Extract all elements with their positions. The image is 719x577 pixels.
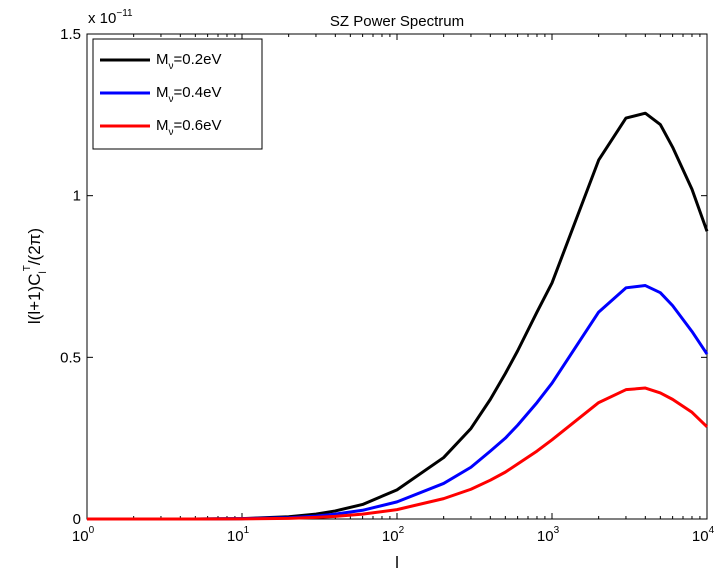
y-tick-label: 1.5	[60, 26, 81, 43]
y-axis-label: l(l+1)ClT/(2π)	[22, 228, 49, 324]
y-tick-label: 0	[73, 511, 81, 528]
x-tick-label: 102	[382, 525, 405, 545]
svg-text:l(l+1)ClT/(2π): l(l+1)ClT/(2π)	[22, 228, 49, 324]
legend-entry-label: Mν=0.6eV	[156, 117, 221, 138]
y-multiplier-label: x 10−11	[88, 8, 133, 27]
legend-entry-label: Mν=0.2eV	[156, 51, 221, 72]
series-lines	[87, 111, 709, 521]
x-tick-label: 101	[227, 525, 250, 545]
y-tick-label: 0.5	[60, 349, 81, 366]
legend: Mν=0.2eV Mν=0.4eV Mν=0.6eV	[92, 38, 263, 150]
x-tick-label: 100	[72, 525, 95, 545]
y-axis-ticks: 0 0.5 1 1.5	[60, 26, 707, 528]
x-axis-label: l	[395, 553, 399, 572]
svg-text:x 10−11: x 10−11	[88, 8, 133, 27]
y-tick-label: 1	[73, 188, 81, 205]
x-tick-label: 103	[537, 525, 560, 545]
series-line	[87, 386, 709, 521]
x-tick-label: 104	[692, 525, 715, 545]
chart-title: SZ Power Spectrum	[330, 13, 464, 30]
legend-entry-label: Mν=0.4eV	[156, 84, 221, 105]
